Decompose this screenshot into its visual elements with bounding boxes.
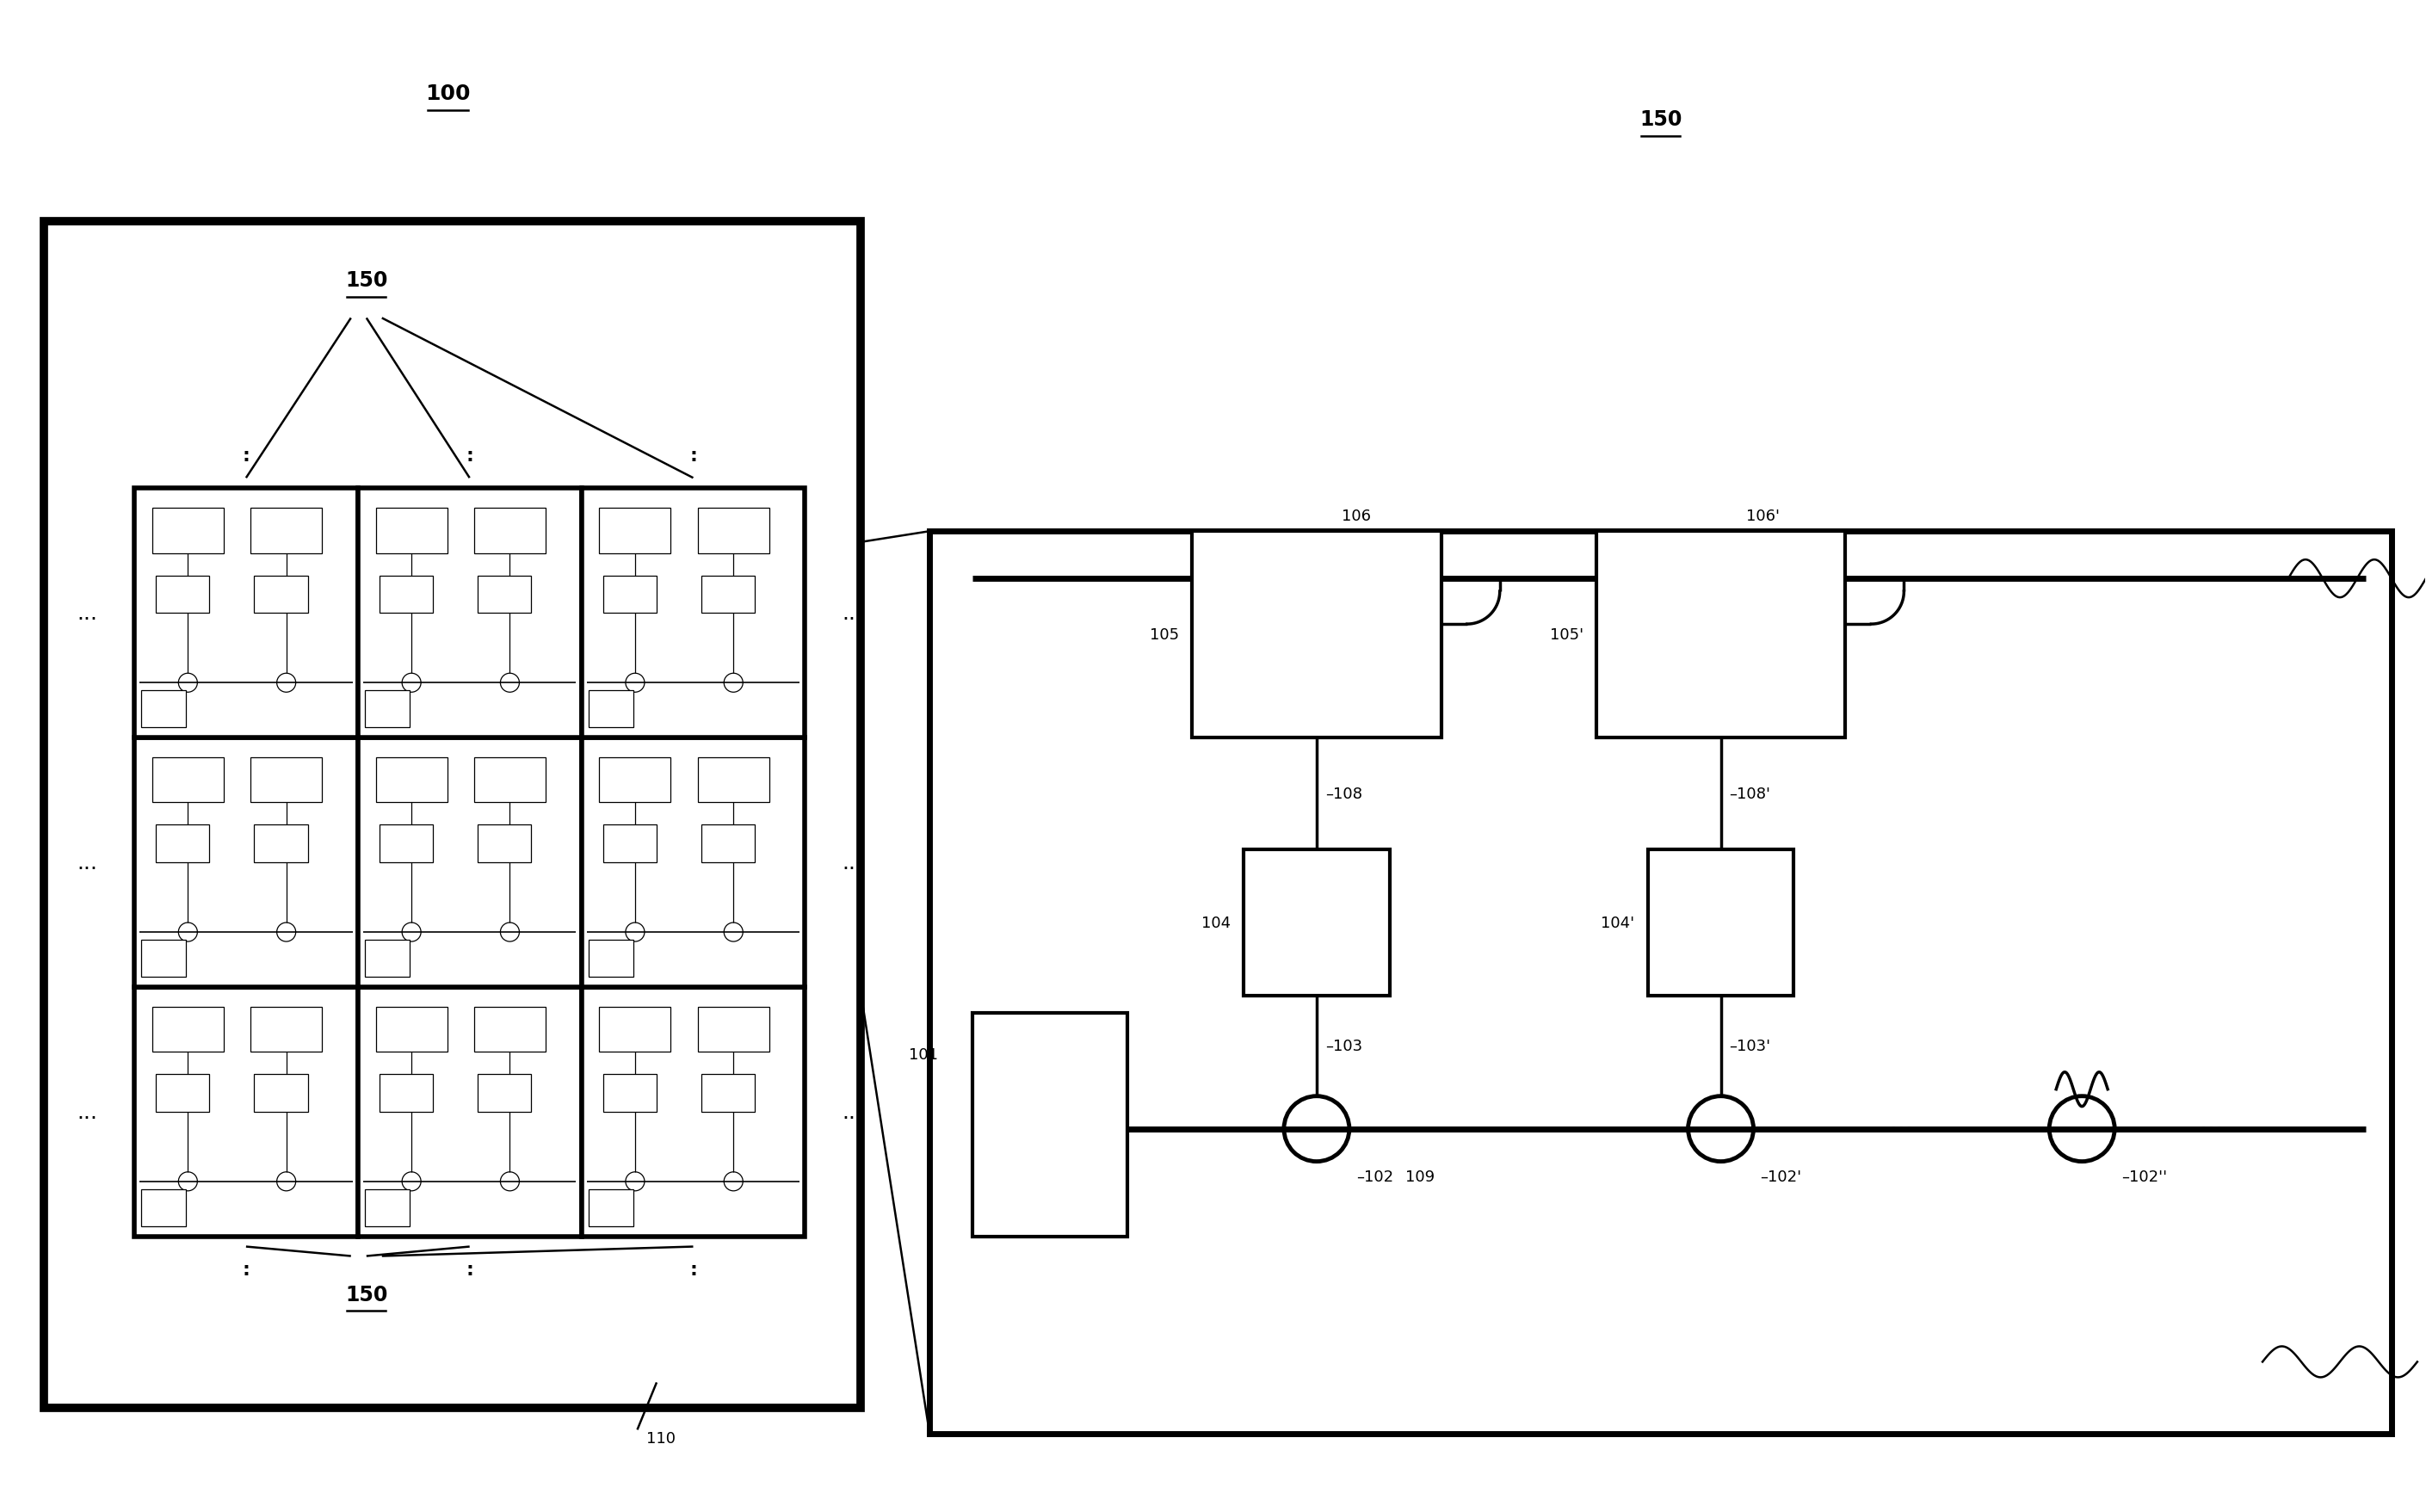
- Bar: [141, 1188, 187, 1226]
- Bar: [699, 758, 769, 803]
- Bar: [701, 1075, 754, 1111]
- Bar: [153, 508, 223, 553]
- Bar: [1191, 532, 1441, 738]
- Bar: [141, 691, 187, 727]
- Text: :: :: [243, 448, 250, 464]
- Bar: [699, 508, 769, 553]
- Bar: [582, 738, 805, 987]
- Bar: [133, 488, 357, 738]
- Bar: [250, 758, 323, 803]
- Bar: [250, 508, 323, 553]
- Bar: [357, 738, 582, 987]
- Text: 101: 101: [910, 1046, 939, 1061]
- Bar: [378, 1075, 432, 1111]
- Text: 104: 104: [1201, 915, 1230, 930]
- Bar: [153, 758, 223, 803]
- Bar: [701, 826, 754, 862]
- Bar: [590, 1188, 633, 1226]
- Bar: [255, 826, 308, 862]
- Bar: [478, 826, 531, 862]
- Text: 106': 106': [1747, 508, 1778, 525]
- Text: :: :: [243, 1261, 250, 1278]
- Bar: [590, 691, 633, 727]
- Text: ···: ···: [2200, 1117, 2222, 1142]
- Bar: [602, 576, 657, 614]
- Text: :: :: [689, 448, 696, 464]
- Text: 109: 109: [1405, 1169, 1434, 1184]
- Text: –102': –102': [1761, 1169, 1803, 1184]
- Bar: [478, 1075, 531, 1111]
- Bar: [376, 1007, 446, 1052]
- Text: ...: ...: [842, 603, 864, 623]
- Bar: [582, 987, 805, 1237]
- Bar: [1245, 850, 1390, 996]
- Text: ...: ...: [78, 603, 97, 623]
- Bar: [141, 940, 187, 977]
- Text: –103': –103': [1730, 1039, 1771, 1054]
- Bar: [973, 1013, 1128, 1237]
- Bar: [599, 508, 672, 553]
- Text: –103: –103: [1325, 1039, 1363, 1054]
- Bar: [376, 758, 446, 803]
- Bar: [364, 1188, 410, 1226]
- Text: –102'': –102'': [2120, 1169, 2166, 1184]
- Bar: [155, 1075, 209, 1111]
- Text: ...: ...: [842, 853, 864, 872]
- Bar: [1647, 850, 1793, 996]
- Text: –102: –102: [1356, 1169, 1393, 1184]
- Bar: [602, 1075, 657, 1111]
- Text: :: :: [466, 1261, 473, 1278]
- Text: 150: 150: [1640, 109, 1681, 130]
- Bar: [1596, 532, 1846, 738]
- Text: 106: 106: [1342, 508, 1371, 525]
- Text: –108': –108': [1730, 786, 1771, 801]
- Text: 104': 104': [1601, 915, 1635, 930]
- Text: 105: 105: [1150, 627, 1179, 643]
- Bar: [699, 1007, 769, 1052]
- Text: ...: ...: [78, 1101, 97, 1122]
- Bar: [250, 1007, 323, 1052]
- Bar: [357, 488, 582, 738]
- Bar: [153, 1007, 223, 1052]
- Text: ...: ...: [78, 853, 97, 872]
- Text: 150: 150: [344, 1284, 388, 1305]
- Text: 100: 100: [425, 83, 471, 104]
- Text: 150: 150: [344, 271, 388, 292]
- Text: ...: ...: [842, 1101, 864, 1122]
- Bar: [602, 826, 657, 862]
- Bar: [155, 826, 209, 862]
- Bar: [473, 1007, 546, 1052]
- Bar: [599, 1007, 672, 1052]
- Bar: [590, 940, 633, 977]
- Text: 105': 105': [1550, 627, 1584, 643]
- Bar: [357, 987, 582, 1237]
- Bar: [478, 576, 531, 614]
- Bar: [44, 222, 861, 1408]
- Bar: [378, 576, 432, 614]
- Bar: [929, 532, 2392, 1433]
- Bar: [364, 940, 410, 977]
- Bar: [599, 758, 672, 803]
- Text: 110: 110: [645, 1430, 674, 1445]
- Text: :: :: [466, 448, 473, 464]
- Bar: [473, 758, 546, 803]
- Bar: [378, 826, 432, 862]
- Text: ···: ···: [1890, 1117, 1912, 1142]
- Text: :: :: [689, 1261, 696, 1278]
- Bar: [133, 738, 357, 987]
- Bar: [364, 691, 410, 727]
- Bar: [701, 576, 754, 614]
- Bar: [376, 508, 446, 553]
- Bar: [473, 508, 546, 553]
- Bar: [155, 576, 209, 614]
- Bar: [255, 576, 308, 614]
- Bar: [255, 1075, 308, 1111]
- Text: –108: –108: [1325, 786, 1363, 801]
- Bar: [582, 488, 805, 738]
- Bar: [133, 987, 357, 1237]
